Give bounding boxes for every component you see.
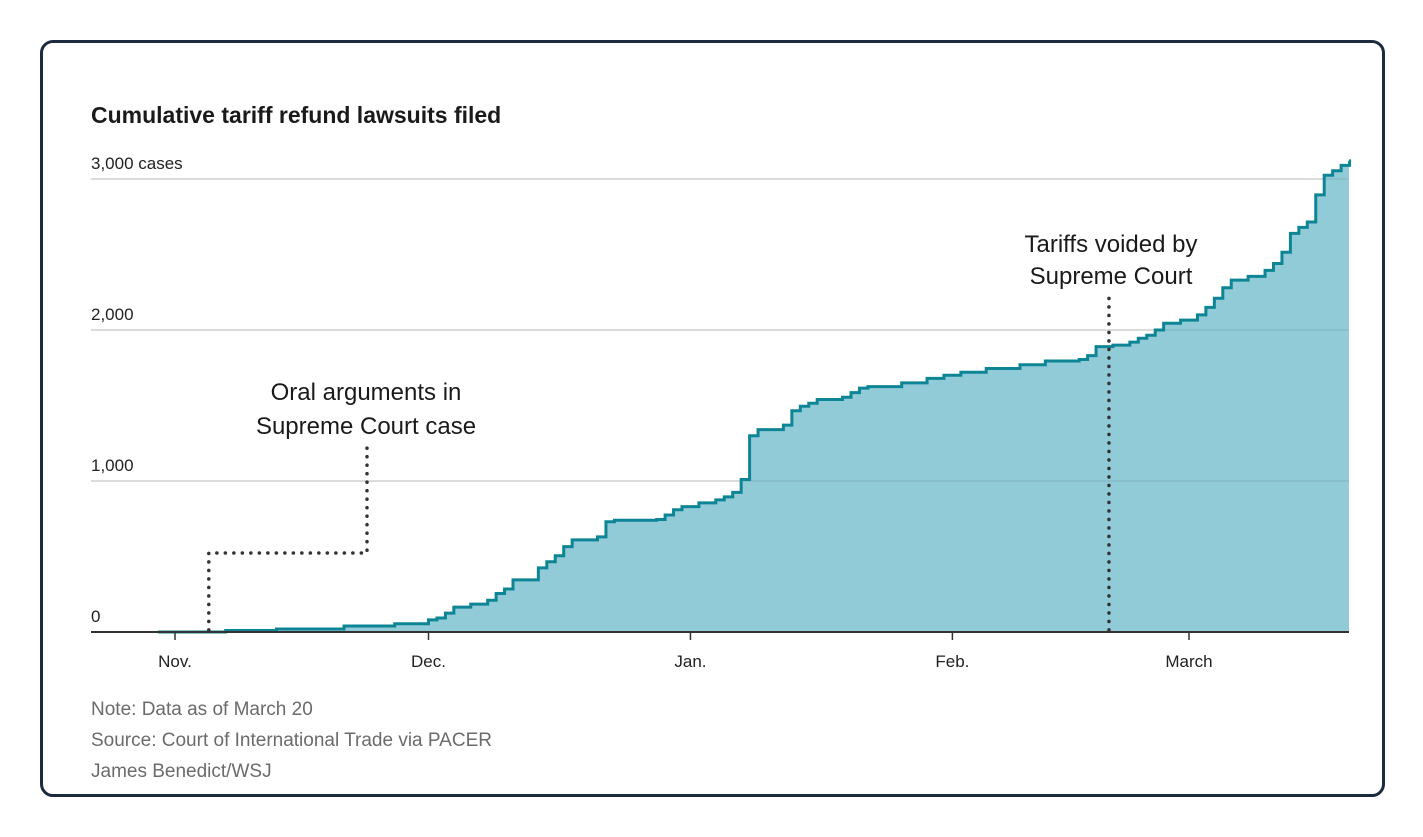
x-tick-label: Feb. <box>935 652 969 671</box>
annotation-text-oral-arguments: Supreme Court case <box>256 413 476 440</box>
x-tick-label: Nov. <box>158 652 192 671</box>
annotation-text-tariffs-voided: Supreme Court <box>1030 263 1193 290</box>
area-fill <box>158 160 1350 632</box>
annotation-text-oral-arguments: Oral arguments in <box>271 379 462 406</box>
annotation-leader-oral-arguments <box>207 444 369 632</box>
footer-note: Note: Data as of March 20 <box>91 699 313 720</box>
footer-source: Source: Court of International Trade via… <box>91 730 492 751</box>
x-tick-label: March <box>1165 652 1212 671</box>
series-area <box>91 159 1352 634</box>
annotations: Oral arguments in Supreme Court case Tarif… <box>207 231 1198 632</box>
chart-title: Cumulative tariff refund lawsuits filed <box>91 102 501 128</box>
y-tick-label: 3,000 cases <box>91 154 183 173</box>
x-tick-label: Dec. <box>411 652 446 671</box>
annotation-text-tariffs-voided: Tariffs voided by <box>1025 231 1198 258</box>
footer-credit: James Benedict/WSJ <box>91 761 272 782</box>
series-line <box>158 159 1352 634</box>
y-tick-label: 2,000 <box>91 305 134 324</box>
y-tick-label: 0 <box>91 607 100 626</box>
x-axis: Nov. Dec. Jan. Feb. March <box>91 631 1349 671</box>
y-tick-label: 1,000 <box>91 456 134 475</box>
x-tick-label: Jan. <box>674 652 706 671</box>
y-axis-labels: 0 1,000 2,000 3,000 cases <box>91 154 183 626</box>
